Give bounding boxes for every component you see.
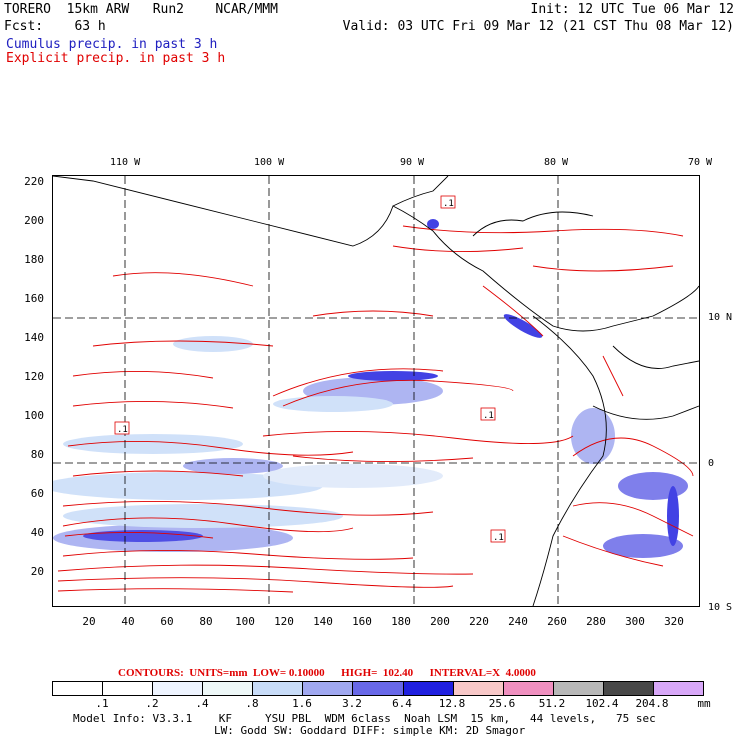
y-tick: 80 — [30, 448, 44, 461]
colorbar-label: 102.4 — [585, 697, 619, 710]
colorbar-swatch — [453, 682, 504, 695]
model-info-line1: Model Info: V3.3.1 KF YSU PBL WDM 6class… — [73, 712, 656, 725]
colorbar-label: 3.2 — [342, 697, 362, 710]
y-tick: 40 — [30, 526, 44, 539]
x-tick: 220 — [469, 615, 489, 628]
colorbar-swatch — [353, 682, 404, 695]
x-tick: 160 — [352, 615, 372, 628]
contour-label: .1 — [483, 411, 494, 421]
colorbar-unit: mm — [697, 697, 711, 710]
x-tick: 180 — [391, 615, 411, 628]
colorbar-label: 6.4 — [392, 697, 412, 710]
legend-cumulus: Cumulus precip. in past 3 h — [6, 37, 218, 52]
lon-label-80w: 80 W — [544, 157, 569, 168]
x-tick: 140 — [313, 615, 333, 628]
x-tick: 40 — [121, 615, 135, 628]
colorbar-swatch — [553, 682, 604, 695]
x-tick: 80 — [199, 615, 213, 628]
coastline — [53, 176, 699, 606]
x-tick: 240 — [508, 615, 528, 628]
colorbar-swatch — [303, 682, 354, 695]
x-tick: 300 — [625, 615, 645, 628]
y-tick: 200 — [24, 214, 44, 227]
lat-label-10s: 10 S — [708, 602, 733, 613]
contour-label: .1 — [493, 533, 504, 543]
y-tick: 160 — [24, 292, 44, 305]
y-tick: 140 — [24, 331, 44, 344]
y-tick: 180 — [24, 253, 44, 266]
y-tick: 220 — [24, 175, 44, 188]
lon-label-100w: 100 W — [254, 157, 285, 168]
contour-label: .1 — [117, 425, 128, 435]
lon-label-70w: 70 W — [688, 157, 713, 168]
colorbar — [52, 681, 704, 696]
y-tick: 60 — [30, 487, 44, 500]
valid-time: Valid: 03 UTC Fri 09 Mar 12 (21 CST Thu … — [342, 19, 734, 34]
lat-label-0: 0 — [708, 458, 715, 469]
x-tick: 100 — [235, 615, 255, 628]
y-tick: 120 — [24, 370, 44, 383]
colorbar-label: .1 — [95, 697, 109, 710]
colorbar-swatch — [253, 682, 304, 695]
colorbar-label: .4 — [195, 697, 209, 710]
colorbar-swatch — [503, 682, 554, 695]
contour-label-boxes — [114, 195, 506, 543]
contour-label: .1 — [443, 199, 454, 209]
lon-label-110w: 110 W — [110, 157, 141, 168]
y-tick: 20 — [30, 565, 44, 578]
colorbar-swatch — [103, 682, 154, 695]
x-tick: 20 — [82, 615, 96, 628]
colorbar-swatch — [403, 682, 454, 695]
init-time: Init: 12 UTC Tue 06 Mar 12 — [530, 2, 735, 17]
run-title: TORERO 15km ARW Run2 NCAR/MMM — [4, 2, 278, 17]
colorbar-swatch — [153, 682, 204, 695]
colorbar-label: .8 — [245, 697, 259, 710]
colorbar-label: 1.6 — [292, 697, 312, 710]
x-tick: 260 — [547, 615, 567, 628]
precip-map: .1 .1 .1 .1 — [52, 175, 700, 607]
x-tick: 60 — [160, 615, 174, 628]
lon-label-90w: 90 W — [400, 157, 425, 168]
forecast-hour: Fcst: 63 h — [4, 19, 106, 34]
cumulus-precip-shading — [53, 219, 688, 558]
colorbar-swatch — [603, 682, 654, 695]
model-info-line2: LW: Godd SW: Goddard DIFF: simple KM: 2D… — [214, 724, 526, 737]
x-tick: 120 — [274, 615, 294, 628]
lat-label-10n: 10 N — [708, 312, 733, 323]
map-canvas: .1 .1 .1 .1 — [53, 176, 699, 606]
colorbar-label: 12.8 — [438, 697, 466, 710]
colorbar-label: .2 — [145, 697, 159, 710]
colorbar-swatch — [203, 682, 254, 695]
x-tick: 200 — [430, 615, 450, 628]
explicit-precip-contours — [57, 225, 694, 593]
contours-info: CONTOURS: UNITS=mm LOW= 0.10000 HIGH= 10… — [118, 667, 536, 679]
colorbar-label: 51.2 — [538, 697, 566, 710]
x-tick: 320 — [664, 615, 684, 628]
colorbar-swatch — [53, 682, 104, 695]
y-tick: 100 — [24, 409, 44, 422]
x-tick: 280 — [586, 615, 606, 628]
colorbar-label: 204.8 — [635, 697, 669, 710]
colorbar-swatch — [653, 682, 704, 695]
legend-explicit: Explicit precip. in past 3 h — [6, 51, 226, 66]
colorbar-label: 25.6 — [488, 697, 516, 710]
